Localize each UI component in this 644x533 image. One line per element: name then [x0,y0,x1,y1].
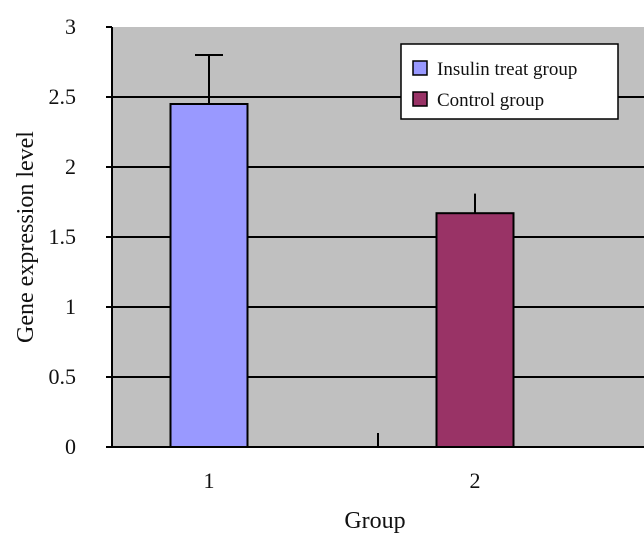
legend-label-control: Control group [437,90,544,111]
y-tick-label-3: 1.5 [49,224,77,249]
x-axis-title: Group [344,508,405,533]
y-tick-label-0: 0 [65,434,76,459]
legend: Insulin treat group Control group [400,43,619,120]
y-tick-label-5: 2.5 [49,84,77,109]
legend-swatch-insulin [412,60,428,76]
y-tick-label-4: 2 [65,154,76,179]
legend-box [400,43,619,120]
y-tick-label-2: 1 [65,294,76,319]
x-tick-label-1: 2 [470,468,481,493]
x-tick-label-0: 1 [204,468,215,493]
y-tick-label-1: 0.5 [49,364,77,389]
legend-swatch-control [412,91,428,107]
y-axis-title: Gene expression level [13,131,39,343]
bar-1-1 [435,212,515,448]
legend-label-insulin: Insulin treat group [437,59,577,80]
bar-0-0 [169,103,249,448]
y-tick-label-6: 3 [65,14,76,39]
